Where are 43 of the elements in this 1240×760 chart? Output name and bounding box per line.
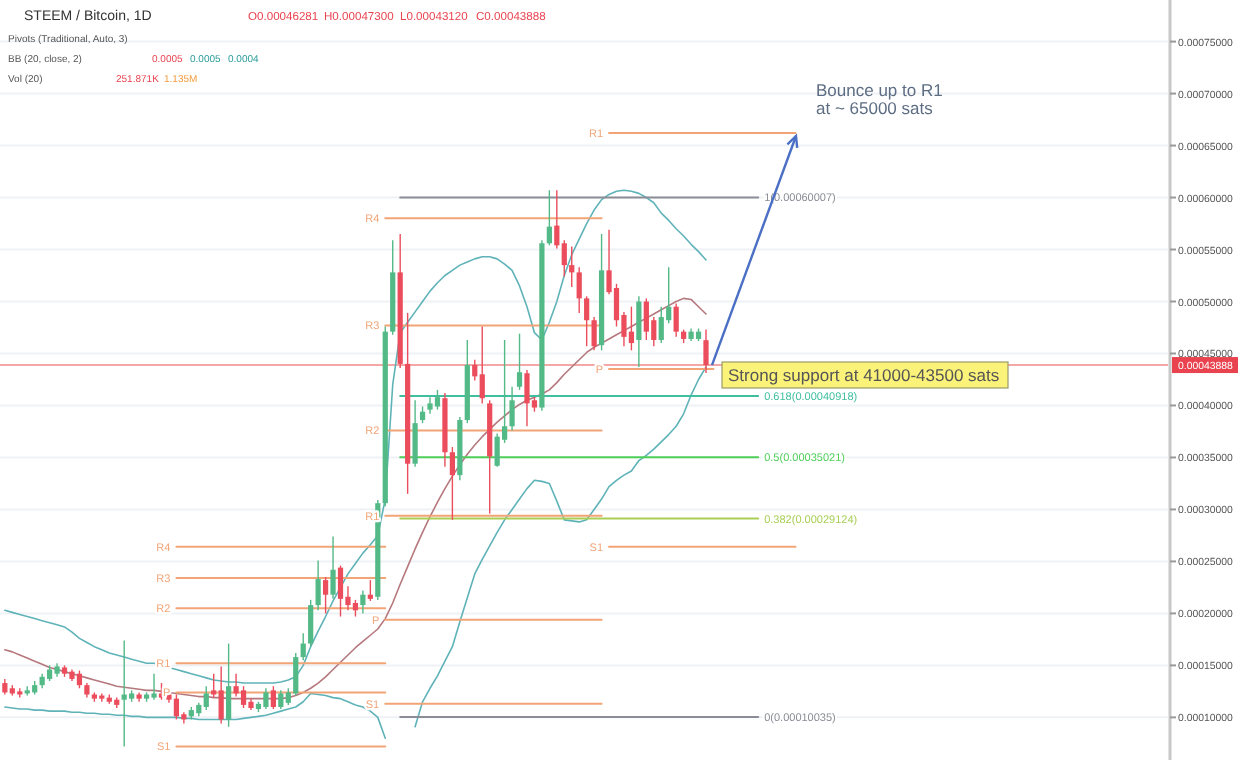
candlestick: [449, 446, 455, 521]
candlestick: [99, 692, 105, 703]
candlestick: [703, 328, 709, 374]
candlestick: [226, 642, 232, 728]
candlestick: [546, 189, 552, 247]
candlestick: [479, 325, 485, 405]
candlestick: [569, 245, 575, 288]
candlestick: [308, 599, 314, 648]
candlestick: [584, 295, 590, 347]
candlestick: [278, 689, 284, 710]
candlestick: [322, 576, 329, 615]
candlestick: [218, 665, 224, 725]
candlestick: [643, 297, 649, 341]
candlestick: [576, 266, 582, 314]
candlestick: [524, 369, 530, 427]
annotation: Strong support at 41000-43500 sats: [728, 365, 1000, 385]
candlestick: [121, 639, 127, 748]
candlestick: [516, 333, 523, 391]
candlestick: [658, 306, 664, 344]
candlestick: [203, 685, 209, 711]
candlestick: [337, 564, 344, 618]
candlestick: [151, 673, 157, 701]
candlestick: [628, 306, 635, 352]
candlestick: [673, 302, 679, 338]
candlestick: [509, 386, 515, 432]
candlestick: [360, 589, 366, 615]
candlestick: [315, 559, 321, 611]
candlestick: [591, 316, 597, 352]
candlestick: [636, 295, 642, 368]
candlestick: [270, 685, 276, 710]
candlestick: [173, 693, 180, 721]
candlestick: [136, 691, 142, 703]
candlestick: [412, 399, 418, 468]
candlestick: [233, 673, 239, 698]
candlestick: [330, 535, 336, 600]
candlestick: [263, 687, 269, 710]
candlestick: [434, 389, 441, 411]
candlestick: [240, 685, 247, 709]
candlestick: [367, 579, 373, 602]
candlestick: [293, 652, 299, 697]
text: Bounce up to R1 at ~ 65000 sats: [816, 80, 944, 118]
candlestick: [494, 432, 500, 468]
candlestick: [300, 632, 306, 661]
